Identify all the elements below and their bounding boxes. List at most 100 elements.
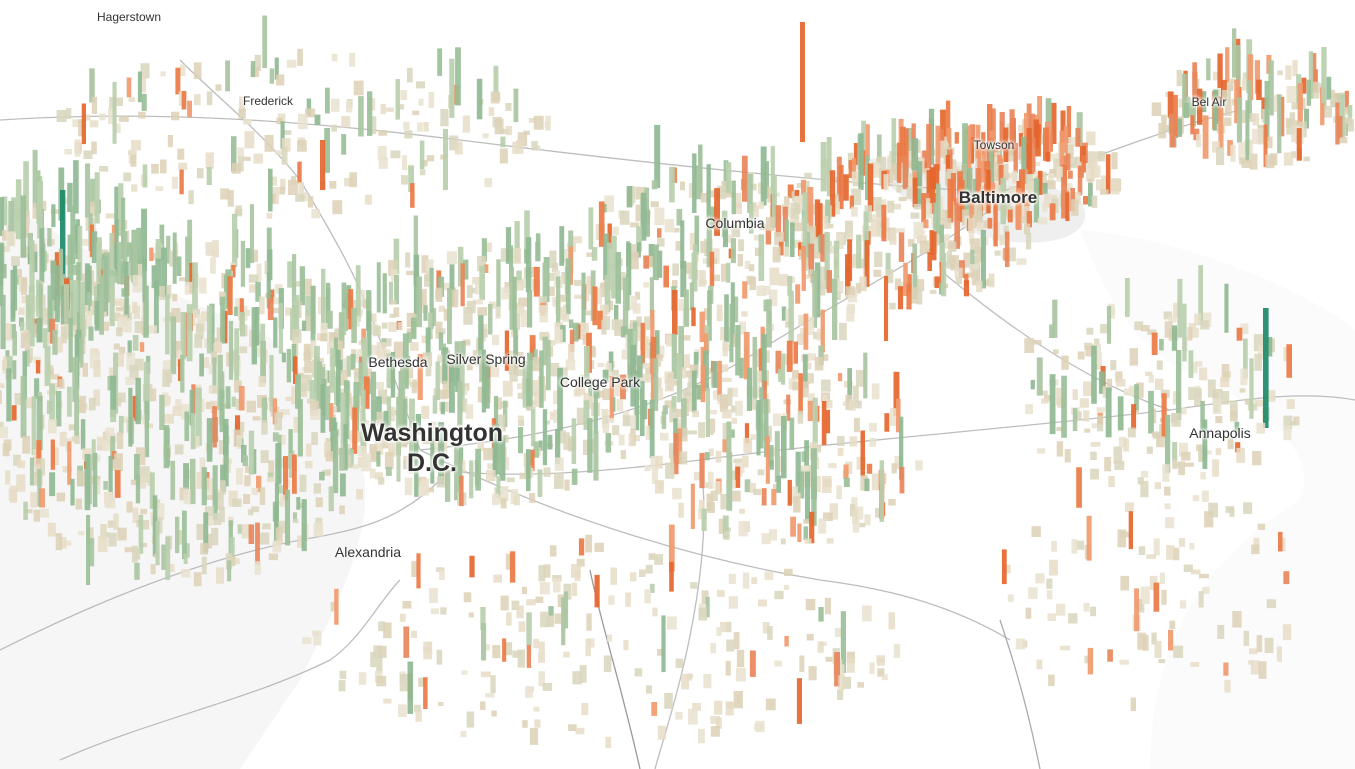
building-bar <box>669 561 674 592</box>
building-bar <box>1165 414 1171 473</box>
building-bar <box>418 482 425 497</box>
building-bar <box>1024 112 1029 151</box>
building-bar <box>1008 186 1017 201</box>
building-bar <box>549 363 560 377</box>
building-bar <box>0 383 5 389</box>
building-bar <box>529 335 536 361</box>
building-bar <box>15 179 22 240</box>
building-bar <box>1196 134 1202 148</box>
building-bar <box>1236 45 1241 91</box>
building-bar <box>165 536 171 580</box>
building-bar <box>380 103 386 115</box>
building-bar <box>825 656 833 662</box>
building-bar <box>275 527 283 545</box>
building-bar <box>1008 247 1016 262</box>
building-bar <box>79 282 85 343</box>
building-bar <box>529 727 539 745</box>
building-bar <box>1230 144 1236 162</box>
building-bar <box>443 129 448 191</box>
building-bar <box>1301 77 1307 94</box>
building-bar <box>505 227 511 264</box>
building-bar <box>738 521 748 537</box>
building-bar <box>857 682 864 688</box>
building-bar <box>1292 60 1298 77</box>
building-bar <box>1198 265 1203 325</box>
building-bar <box>1009 109 1015 156</box>
building-bar <box>970 238 981 255</box>
building-bar <box>1173 302 1180 318</box>
building-bar <box>525 237 532 293</box>
building-bar <box>350 354 356 370</box>
building-bar <box>522 720 528 728</box>
building-bar <box>57 305 63 318</box>
building-bar <box>1199 573 1209 579</box>
building-bar <box>492 334 500 346</box>
building-bar <box>250 249 259 263</box>
building-bar <box>139 520 150 530</box>
building-bar <box>769 267 780 286</box>
building-bar <box>276 117 283 125</box>
building-bar <box>416 276 422 328</box>
building-bar <box>450 289 459 308</box>
building-bar <box>587 417 593 473</box>
building-bar <box>487 463 496 470</box>
building-bar <box>746 367 752 411</box>
building-bar <box>810 448 817 500</box>
building-bar <box>877 134 882 163</box>
building-bar <box>964 273 969 285</box>
building-bar <box>733 632 740 650</box>
building-bar <box>48 419 57 434</box>
building-bar <box>425 364 432 377</box>
building-bar <box>648 553 656 560</box>
building-bar <box>155 503 165 520</box>
building-bar <box>18 307 25 315</box>
building-bar <box>929 230 934 255</box>
building-bar <box>189 458 196 505</box>
building-bar <box>531 409 536 447</box>
building-bar <box>174 444 184 455</box>
building-bar <box>134 562 140 580</box>
building-bar <box>212 406 217 448</box>
building-bar <box>89 281 97 296</box>
building-bar <box>593 389 598 434</box>
building-bar <box>601 409 609 416</box>
building-bar <box>1005 149 1015 162</box>
building-bar <box>150 564 156 575</box>
building-bar <box>356 489 363 500</box>
building-bar <box>1056 441 1064 457</box>
building-bar <box>10 329 15 339</box>
building-bar <box>410 183 415 208</box>
building-bar <box>563 432 570 450</box>
building-bar <box>954 267 963 279</box>
building-bar <box>513 280 524 291</box>
building-bar <box>726 452 733 511</box>
building-bar <box>1212 398 1222 414</box>
building-bar <box>1140 586 1150 604</box>
building-bar <box>605 433 612 453</box>
building-bar <box>1189 543 1195 550</box>
building-bar <box>822 395 828 407</box>
building-bar <box>44 332 51 348</box>
building-bar <box>47 522 56 537</box>
building-bar <box>1256 635 1263 653</box>
building-bar <box>964 187 969 222</box>
building-bar <box>94 172 100 224</box>
building-bar <box>280 121 285 150</box>
building-bar <box>822 354 829 361</box>
building-bar <box>645 425 651 440</box>
building-bar <box>941 253 947 297</box>
building-bar <box>542 262 548 311</box>
building-bar <box>760 146 767 206</box>
bars <box>0 15 1354 749</box>
building-bar <box>1079 398 1089 408</box>
building-bar <box>761 488 767 506</box>
building-bar <box>1254 60 1260 94</box>
building-bar <box>620 450 626 459</box>
building-bar <box>22 436 31 454</box>
building-bar <box>691 370 697 413</box>
building-bar <box>678 298 685 311</box>
building-bar <box>975 246 985 262</box>
building-bar <box>274 57 279 80</box>
building-bar <box>55 265 60 323</box>
building-bar <box>26 397 36 409</box>
